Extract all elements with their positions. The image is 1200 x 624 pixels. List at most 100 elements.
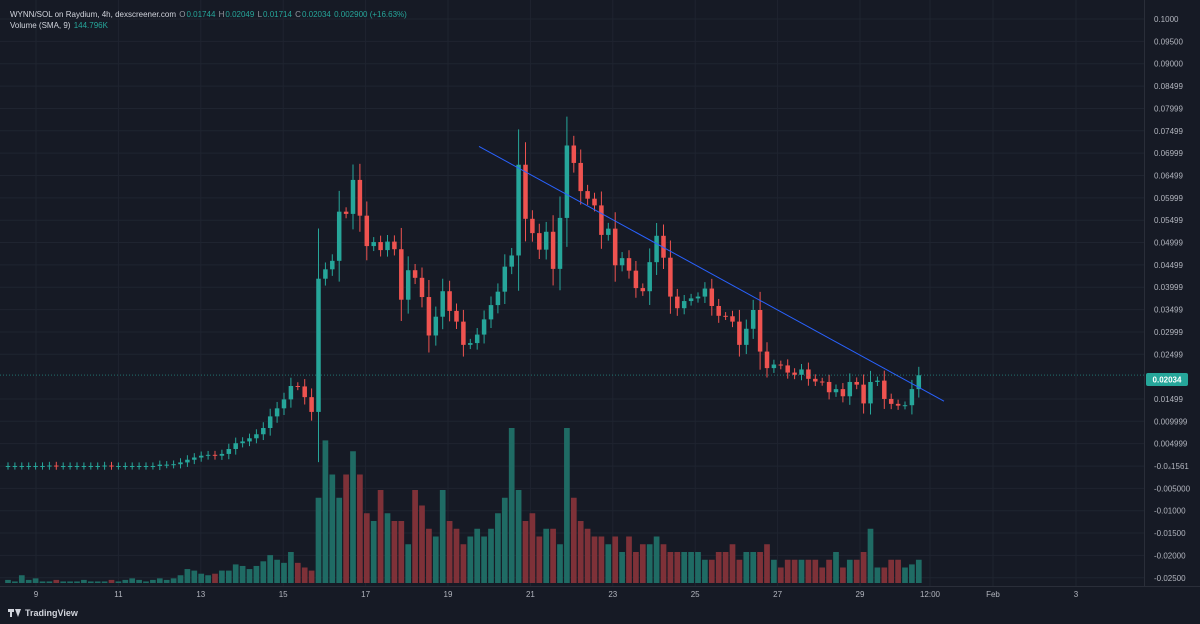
candle-body [861,384,866,404]
volume-bar [446,521,453,583]
volume-bar [101,581,108,583]
candle-body [178,462,183,465]
candle-body [357,179,363,216]
time-tick-label: 25 [691,590,700,599]
candle-body [585,191,590,199]
price-tick-label: 0.1000 [1154,15,1179,24]
candle-body [102,465,107,467]
time-tick-label: 11 [114,590,123,599]
volume-bar [350,451,356,583]
candle-body [247,438,252,442]
price-tick-label: 0.004999 [1154,440,1188,449]
volume-bar [46,581,53,583]
volume-bar [336,497,343,583]
volume-bar [777,567,784,583]
volume-bar [432,536,439,583]
candle-body [626,258,632,271]
volume-bar [508,428,515,583]
volume-bar [915,559,922,583]
last-price-label: 0.02034 [1146,373,1188,386]
candle-body [447,291,452,311]
legend-open-label: O [179,10,186,19]
legend-volume-row: Volume (SMA, 9) 144.796K [10,20,408,31]
candle-body [813,378,818,382]
time-axis[interactable]: 9 11 13 15 17 19 21 23 25 27 29 12:00 Feb 3 [34,590,1079,599]
price-tick-label: 0.009999 [1154,417,1188,426]
volume-bar [225,570,232,583]
candle-body [26,466,31,467]
candle-body [806,369,811,379]
volume-bar [274,559,280,583]
tradingview-label: TradingView [25,608,78,618]
price-tick-label: -0.01500 [1154,529,1186,538]
volume-bar [667,552,674,583]
candle-body [543,231,549,250]
legend-pair: WYNN/SOL on Raydium, 4h, dexscreener.com [10,10,176,19]
volume-bar [860,552,867,583]
time-tick-label: 17 [361,590,370,599]
volume-bar [888,559,895,583]
trendline[interactable] [478,145,945,402]
candle-body [633,270,639,289]
time-tick-label: 13 [196,590,205,599]
candle-body [54,465,59,467]
volume-bar [750,552,757,583]
volume-bar [660,544,667,583]
volume-bar [612,536,619,583]
price-tick-label: 0.09000 [1154,60,1183,69]
volume-bar [729,544,736,583]
volume-bar [902,567,908,583]
volume-bar [695,552,701,583]
volume-bar [391,521,398,583]
tradingview-logo[interactable]: TradingView [8,608,78,618]
volume-bar [343,474,349,583]
volume-bar [846,559,853,583]
volume-bar [32,578,39,583]
candle-body [909,389,915,406]
candle-body [47,465,52,467]
price-tick-label: 0.02499 [1154,350,1183,359]
volume-bar [460,544,467,583]
candle-body [868,381,873,404]
price-tick-label: -0.005000 [1154,484,1191,493]
candle-body [261,428,266,435]
candle-body [40,466,45,467]
volume-bar [136,579,142,583]
candle-body [502,266,508,292]
volume-bar [363,513,370,583]
candle-body [185,459,190,463]
candle-body [661,235,666,258]
candle-body [364,215,370,247]
volume-bar [757,552,763,583]
candle-body [385,241,390,251]
time-tick-label: 15 [279,590,288,599]
volume-bar [688,552,694,583]
candle-body [826,381,832,393]
legend-close: 0.02034 [301,10,331,19]
price-axis[interactable]: 0.1000 0.09500 0.09000 0.08499 0.07999 0.0749… [1154,15,1191,583]
candle-body [295,385,301,387]
volume-bar [819,567,826,583]
candle-body [461,321,466,345]
candle-body [744,328,749,345]
last-price-text: 0.02034 [1153,376,1182,385]
candle-body [405,270,411,300]
price-tick-label: 0.01499 [1154,395,1183,404]
candle-body [440,291,445,317]
volume-bar [150,579,156,583]
volume-bar [771,559,777,583]
candle-body [771,364,777,369]
candle-body [799,369,804,375]
volume-bar [412,490,418,583]
time-tick-label: 27 [773,590,782,599]
candle-body [267,416,273,429]
volume-bar [12,581,18,583]
candle-body [378,242,383,251]
volume-bar [405,544,412,583]
candle-body [681,301,687,309]
volume-bar [536,536,543,583]
candle-body [116,466,121,467]
time-tick-label: 12:00 [920,590,941,599]
volume-bar [453,528,460,583]
